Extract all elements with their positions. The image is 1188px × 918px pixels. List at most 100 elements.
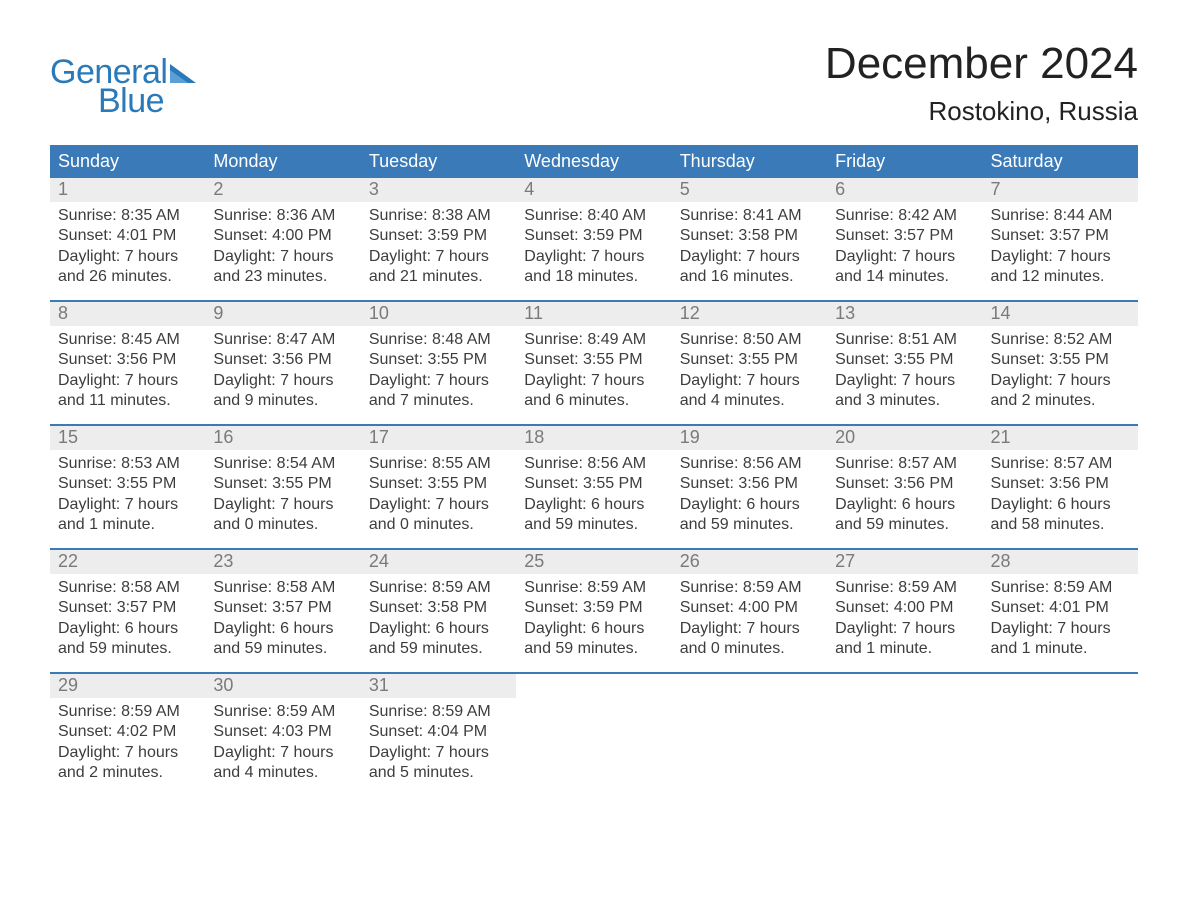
daylight-line2: and 18 minutes. [524,267,663,287]
day-cell: 8 Sunrise: 8:45 AMSunset: 3:56 PMDaylight… [50,302,205,424]
daylight-line1: Daylight: 7 hours [835,371,974,391]
sunrise-text: Sunrise: 8:36 AM [213,206,352,226]
sunset-text: Sunset: 4:02 PM [58,722,197,742]
day-header-fri: Friday [827,145,982,178]
sunset-text: Sunset: 3:56 PM [991,474,1130,494]
day-number: 17 [361,426,516,450]
day-cell: 30Sunrise: 8:59 AMSunset: 4:03 PMDayligh… [205,674,360,796]
sunset-text: Sunset: 3:55 PM [369,350,508,370]
day-cell [672,674,827,796]
sunset-text: Sunset: 3:57 PM [835,226,974,246]
sunset-text: Sunset: 3:56 PM [680,474,819,494]
sunset-text: Sunset: 3:55 PM [835,350,974,370]
sunset-text: Sunset: 3:59 PM [524,598,663,618]
brand-text: General Blue [50,58,199,116]
daylight-line2: and 11 minutes. [58,391,197,411]
daylight-line2: and 23 minutes. [213,267,352,287]
daylight-line1: Daylight: 6 hours [524,495,663,515]
daylight-line1: Daylight: 7 hours [991,371,1130,391]
brand-logo: General Blue [50,58,199,116]
day-cell: 10Sunrise: 8:48 AMSunset: 3:55 PMDayligh… [361,302,516,424]
daylight-line2: and 16 minutes. [680,267,819,287]
day-cell: 4Sunrise: 8:40 AMSunset: 3:59 PMDaylight… [516,178,671,300]
sunset-text: Sunset: 3:58 PM [369,598,508,618]
day-body: Sunrise: 8:59 AMSunset: 3:59 PMDaylight:… [516,574,671,660]
day-number: 16 [205,426,360,450]
week-row: 1Sunrise: 8:35 AMSunset: 4:01 PMDaylight… [50,178,1138,300]
daylight-line2: and 59 minutes. [835,515,974,535]
day-body: Sunrise: 8:55 AMSunset: 3:55 PMDaylight:… [361,450,516,536]
sunset-text: Sunset: 3:55 PM [680,350,819,370]
daylight-line1: Daylight: 6 hours [369,619,508,639]
daylight-line1: Daylight: 7 hours [680,371,819,391]
day-header-sun: Sunday [50,145,205,178]
daylight-line2: and 59 minutes. [58,639,197,659]
day-cell: 31Sunrise: 8:59 AMSunset: 4:04 PMDayligh… [361,674,516,796]
week-row: 8Sunrise: 8:45 AMSunset: 3:56 PMDaylight… [50,300,1138,424]
day-number: 7 [983,178,1138,202]
sunrise-text: Sunrise: 8:56 AM [524,454,663,474]
sunrise-text: Sunrise: 8:55 AM [369,454,508,474]
sunset-text: Sunset: 3:56 PM [213,350,352,370]
daylight-line2: and 12 minutes. [991,267,1130,287]
page-header: General Blue December 2024 Rostokino, Ru… [50,40,1138,127]
daylight-line2: and 59 minutes. [524,639,663,659]
day-cell: 25Sunrise: 8:59 AMSunset: 3:59 PMDayligh… [516,550,671,672]
daylight-line1: Daylight: 7 hours [524,247,663,267]
sunrise-text: Sunrise: 8:44 AM [991,206,1130,226]
day-cell: 5Sunrise: 8:41 AMSunset: 3:58 PMDaylight… [672,178,827,300]
daylight-line2: and 5 minutes. [369,763,508,783]
day-body: Sunrise: 8:58 AMSunset: 3:57 PMDaylight:… [205,574,360,660]
sunset-text: Sunset: 4:04 PM [369,722,508,742]
sunset-text: Sunset: 3:56 PM [58,350,197,370]
day-number: 15 [50,426,205,450]
daylight-line1: Daylight: 7 hours [58,371,197,391]
daylight-line2: and 2 minutes. [58,763,197,783]
sunrise-text: Sunrise: 8:59 AM [835,578,974,598]
day-number: 28 [983,550,1138,574]
daylight-line1: Daylight: 7 hours [58,247,197,267]
month-title: December 2024 [825,40,1138,88]
day-number: 19 [672,426,827,450]
day-number: 8 [50,302,205,326]
daylight-line1: Daylight: 7 hours [213,371,352,391]
sunrise-text: Sunrise: 8:45 AM [58,330,197,350]
daylight-line2: and 0 minutes. [680,639,819,659]
title-block: December 2024 Rostokino, Russia [825,40,1138,127]
day-cell: 23Sunrise: 8:58 AMSunset: 3:57 PMDayligh… [205,550,360,672]
day-cell: 7Sunrise: 8:44 AMSunset: 3:57 PMDaylight… [983,178,1138,300]
sunrise-text: Sunrise: 8:47 AM [213,330,352,350]
day-body: Sunrise: 8:48 AMSunset: 3:55 PMDaylight:… [361,326,516,412]
daylight-line2: and 0 minutes. [213,515,352,535]
daylight-line1: Daylight: 7 hours [213,495,352,515]
sunset-text: Sunset: 4:01 PM [58,226,197,246]
day-cell: 15Sunrise: 8:53 AMSunset: 3:55 PMDayligh… [50,426,205,548]
day-body: Sunrise: 8:53 AMSunset: 3:55 PMDaylight:… [50,450,205,536]
daylight-line1: Daylight: 7 hours [835,247,974,267]
day-header-row: Sunday Monday Tuesday Wednesday Thursday… [50,145,1138,178]
daylight-line2: and 59 minutes. [524,515,663,535]
day-number: 30 [205,674,360,698]
week-row: 22Sunrise: 8:58 AMSunset: 3:57 PMDayligh… [50,548,1138,672]
day-cell: 1Sunrise: 8:35 AMSunset: 4:01 PMDaylight… [50,178,205,300]
sunrise-text: Sunrise: 8:59 AM [369,702,508,722]
day-cell: 19Sunrise: 8:56 AMSunset: 3:56 PMDayligh… [672,426,827,548]
day-cell [516,674,671,796]
day-body: Sunrise: 8:41 AMSunset: 3:58 PMDaylight:… [672,202,827,288]
daylight-line1: Daylight: 7 hours [369,371,508,391]
sunrise-text: Sunrise: 8:59 AM [369,578,508,598]
day-body: Sunrise: 8:56 AMSunset: 3:56 PMDaylight:… [672,450,827,536]
day-cell: 9Sunrise: 8:47 AMSunset: 3:56 PMDaylight… [205,302,360,424]
sunset-text: Sunset: 3:55 PM [524,474,663,494]
day-number: 11 [516,302,671,326]
day-body: Sunrise: 8:58 AMSunset: 3:57 PMDaylight:… [50,574,205,660]
daylight-line1: Daylight: 7 hours [58,495,197,515]
daylight-line1: Daylight: 6 hours [991,495,1130,515]
daylight-line2: and 26 minutes. [58,267,197,287]
daylight-line1: Daylight: 7 hours [369,247,508,267]
day-cell: 12Sunrise: 8:50 AMSunset: 3:55 PMDayligh… [672,302,827,424]
day-number: 18 [516,426,671,450]
day-cell: 3Sunrise: 8:38 AMSunset: 3:59 PMDaylight… [361,178,516,300]
day-body: Sunrise: 8:57 AMSunset: 3:56 PMDaylight:… [827,450,982,536]
day-body: Sunrise: 8:57 AMSunset: 3:56 PMDaylight:… [983,450,1138,536]
